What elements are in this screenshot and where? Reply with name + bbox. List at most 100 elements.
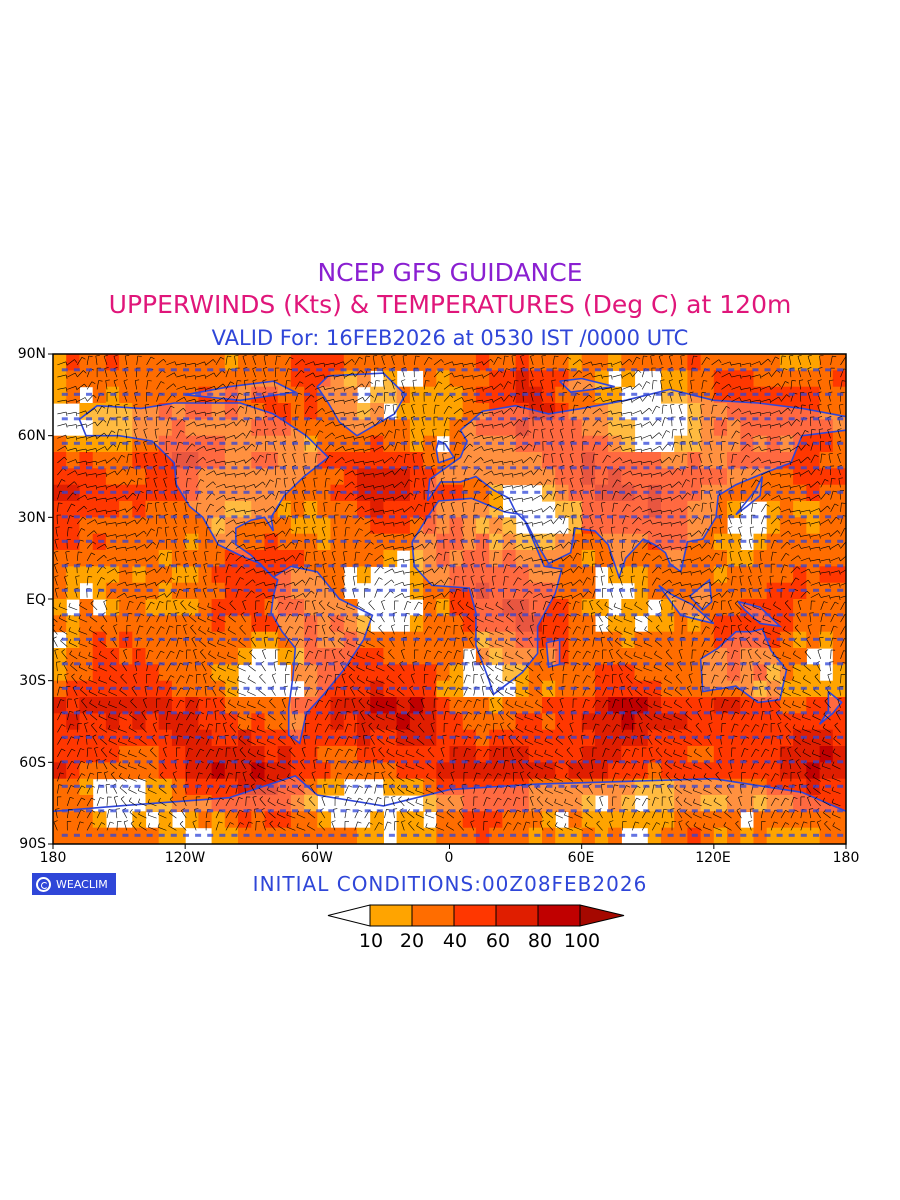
wind-speed-cell <box>396 354 411 371</box>
wind-barb-feather <box>50 602 52 605</box>
wind-speed-cell <box>528 354 543 371</box>
wind-speed-cell <box>661 452 675 469</box>
wind-speed-cell <box>621 354 636 371</box>
wind-speed-cell <box>238 811 252 829</box>
wind-speed-cell <box>740 713 755 731</box>
wind-speed-cell <box>158 484 173 502</box>
wind-speed-cell <box>370 452 384 469</box>
wind-speed-cell <box>608 762 622 780</box>
wind-speed-cell <box>700 713 715 731</box>
wind-speed-cell <box>502 468 517 486</box>
wind-speed-cell <box>832 762 846 780</box>
wind-speed-cell <box>277 370 292 388</box>
wind-speed-cell <box>766 354 781 371</box>
wind-speed-cell <box>779 370 794 388</box>
wind-speed-cell <box>727 419 741 437</box>
wind-speed-cell <box>158 468 173 486</box>
wind-speed-cell <box>317 403 332 420</box>
wind-speed-cell <box>713 370 728 388</box>
wind-barb-feather <box>848 569 850 573</box>
wind-speed-cell <box>555 370 569 388</box>
wind-speed-cell <box>132 762 147 780</box>
wind-speed-cell <box>449 403 464 420</box>
wind-speed-cell <box>674 452 688 469</box>
wind-speed-cell <box>779 386 794 404</box>
wind-speed-cell <box>819 354 834 371</box>
wind-speed-cell <box>581 664 596 682</box>
title-line-1: NCEP GFS GUIDANCE <box>317 258 583 287</box>
wind-speed-cell <box>330 354 345 371</box>
wind-speed-cell <box>357 713 371 731</box>
wind-speed-cell <box>211 566 226 584</box>
wind-speed-cell <box>357 517 371 535</box>
wind-speed-cell <box>634 354 649 371</box>
wind-speed-cell <box>264 468 279 486</box>
wind-speed-cell <box>409 762 424 780</box>
wind-speed-cell <box>198 468 213 486</box>
wind-speed-cell <box>304 762 318 780</box>
wind-speed-cell <box>766 517 781 535</box>
wind-speed-cell <box>238 403 252 420</box>
wind-speed-cell <box>766 435 781 453</box>
wind-speed-cell <box>185 468 199 486</box>
wind-speed-cell <box>674 713 688 731</box>
wind-speed-cell <box>819 370 834 388</box>
wind-speed-cell <box>79 713 94 731</box>
wind-speed-cell <box>555 762 569 780</box>
wind-speed-cell <box>409 354 424 371</box>
wind-speed-cell <box>185 811 199 829</box>
wind-speed-cell <box>211 811 226 829</box>
wind-speed-cell <box>489 403 503 420</box>
wind-speed-cell <box>674 762 688 780</box>
wind-speed-cell <box>621 468 636 486</box>
wind-speed-cell <box>687 762 702 780</box>
wind-speed-cell <box>158 713 173 731</box>
wind-speed-cell <box>66 354 80 371</box>
wind-speed-cell <box>674 354 688 371</box>
wind-speed-cell <box>171 484 186 502</box>
wind-speed-cell <box>449 762 464 780</box>
wind-speed-cell <box>634 566 649 584</box>
wind-speed-cell <box>542 452 556 469</box>
wind-speed-cell <box>475 386 490 404</box>
wind-speed-cell <box>132 664 147 682</box>
wind-speed-cell <box>304 517 318 535</box>
wind-speed-cell <box>515 370 530 388</box>
wind-speed-cell <box>105 664 120 682</box>
wind-speed-cell <box>185 484 199 502</box>
wind-speed-cell <box>119 566 133 584</box>
wind-speed-cell <box>555 615 569 633</box>
wind-speed-cell <box>198 354 213 371</box>
wind-speed-cell <box>594 403 609 420</box>
wind-speed-cell <box>409 664 424 682</box>
wind-speed-cell <box>277 811 292 829</box>
wind-speed-cell <box>317 468 332 486</box>
wind-speed-cell <box>185 370 199 388</box>
wind-speed-cell <box>793 811 807 829</box>
wind-speed-cell <box>700 403 715 420</box>
wind-speed-cell <box>621 370 636 388</box>
wind-speed-cell <box>423 419 437 437</box>
wind-speed-cell <box>198 713 213 731</box>
wind-speed-cell <box>674 615 688 633</box>
wind-speed-cell <box>198 762 213 780</box>
wind-speed-cell <box>290 452 305 469</box>
wind-speed-cell <box>779 811 794 829</box>
wind-speed-cell <box>304 452 318 469</box>
wind-speed-cell <box>740 403 755 420</box>
wind-speed-cell <box>238 452 252 469</box>
wind-speed-cell <box>713 468 728 486</box>
wind-speed-cell <box>396 452 411 469</box>
wind-speed-cell <box>687 354 702 371</box>
wind-speed-cell <box>555 468 569 486</box>
wind-speed-cell <box>661 664 675 682</box>
wind-speed-cell <box>819 468 834 486</box>
wind-speed-cell <box>436 419 451 437</box>
wind-speed-cell <box>105 713 120 731</box>
wind-speed-cell <box>674 468 688 486</box>
wind-speed-cell <box>555 713 569 731</box>
wind-speed-cell <box>79 452 94 469</box>
wind-barb-feather <box>847 555 850 558</box>
wind-speed-cell <box>343 517 358 535</box>
